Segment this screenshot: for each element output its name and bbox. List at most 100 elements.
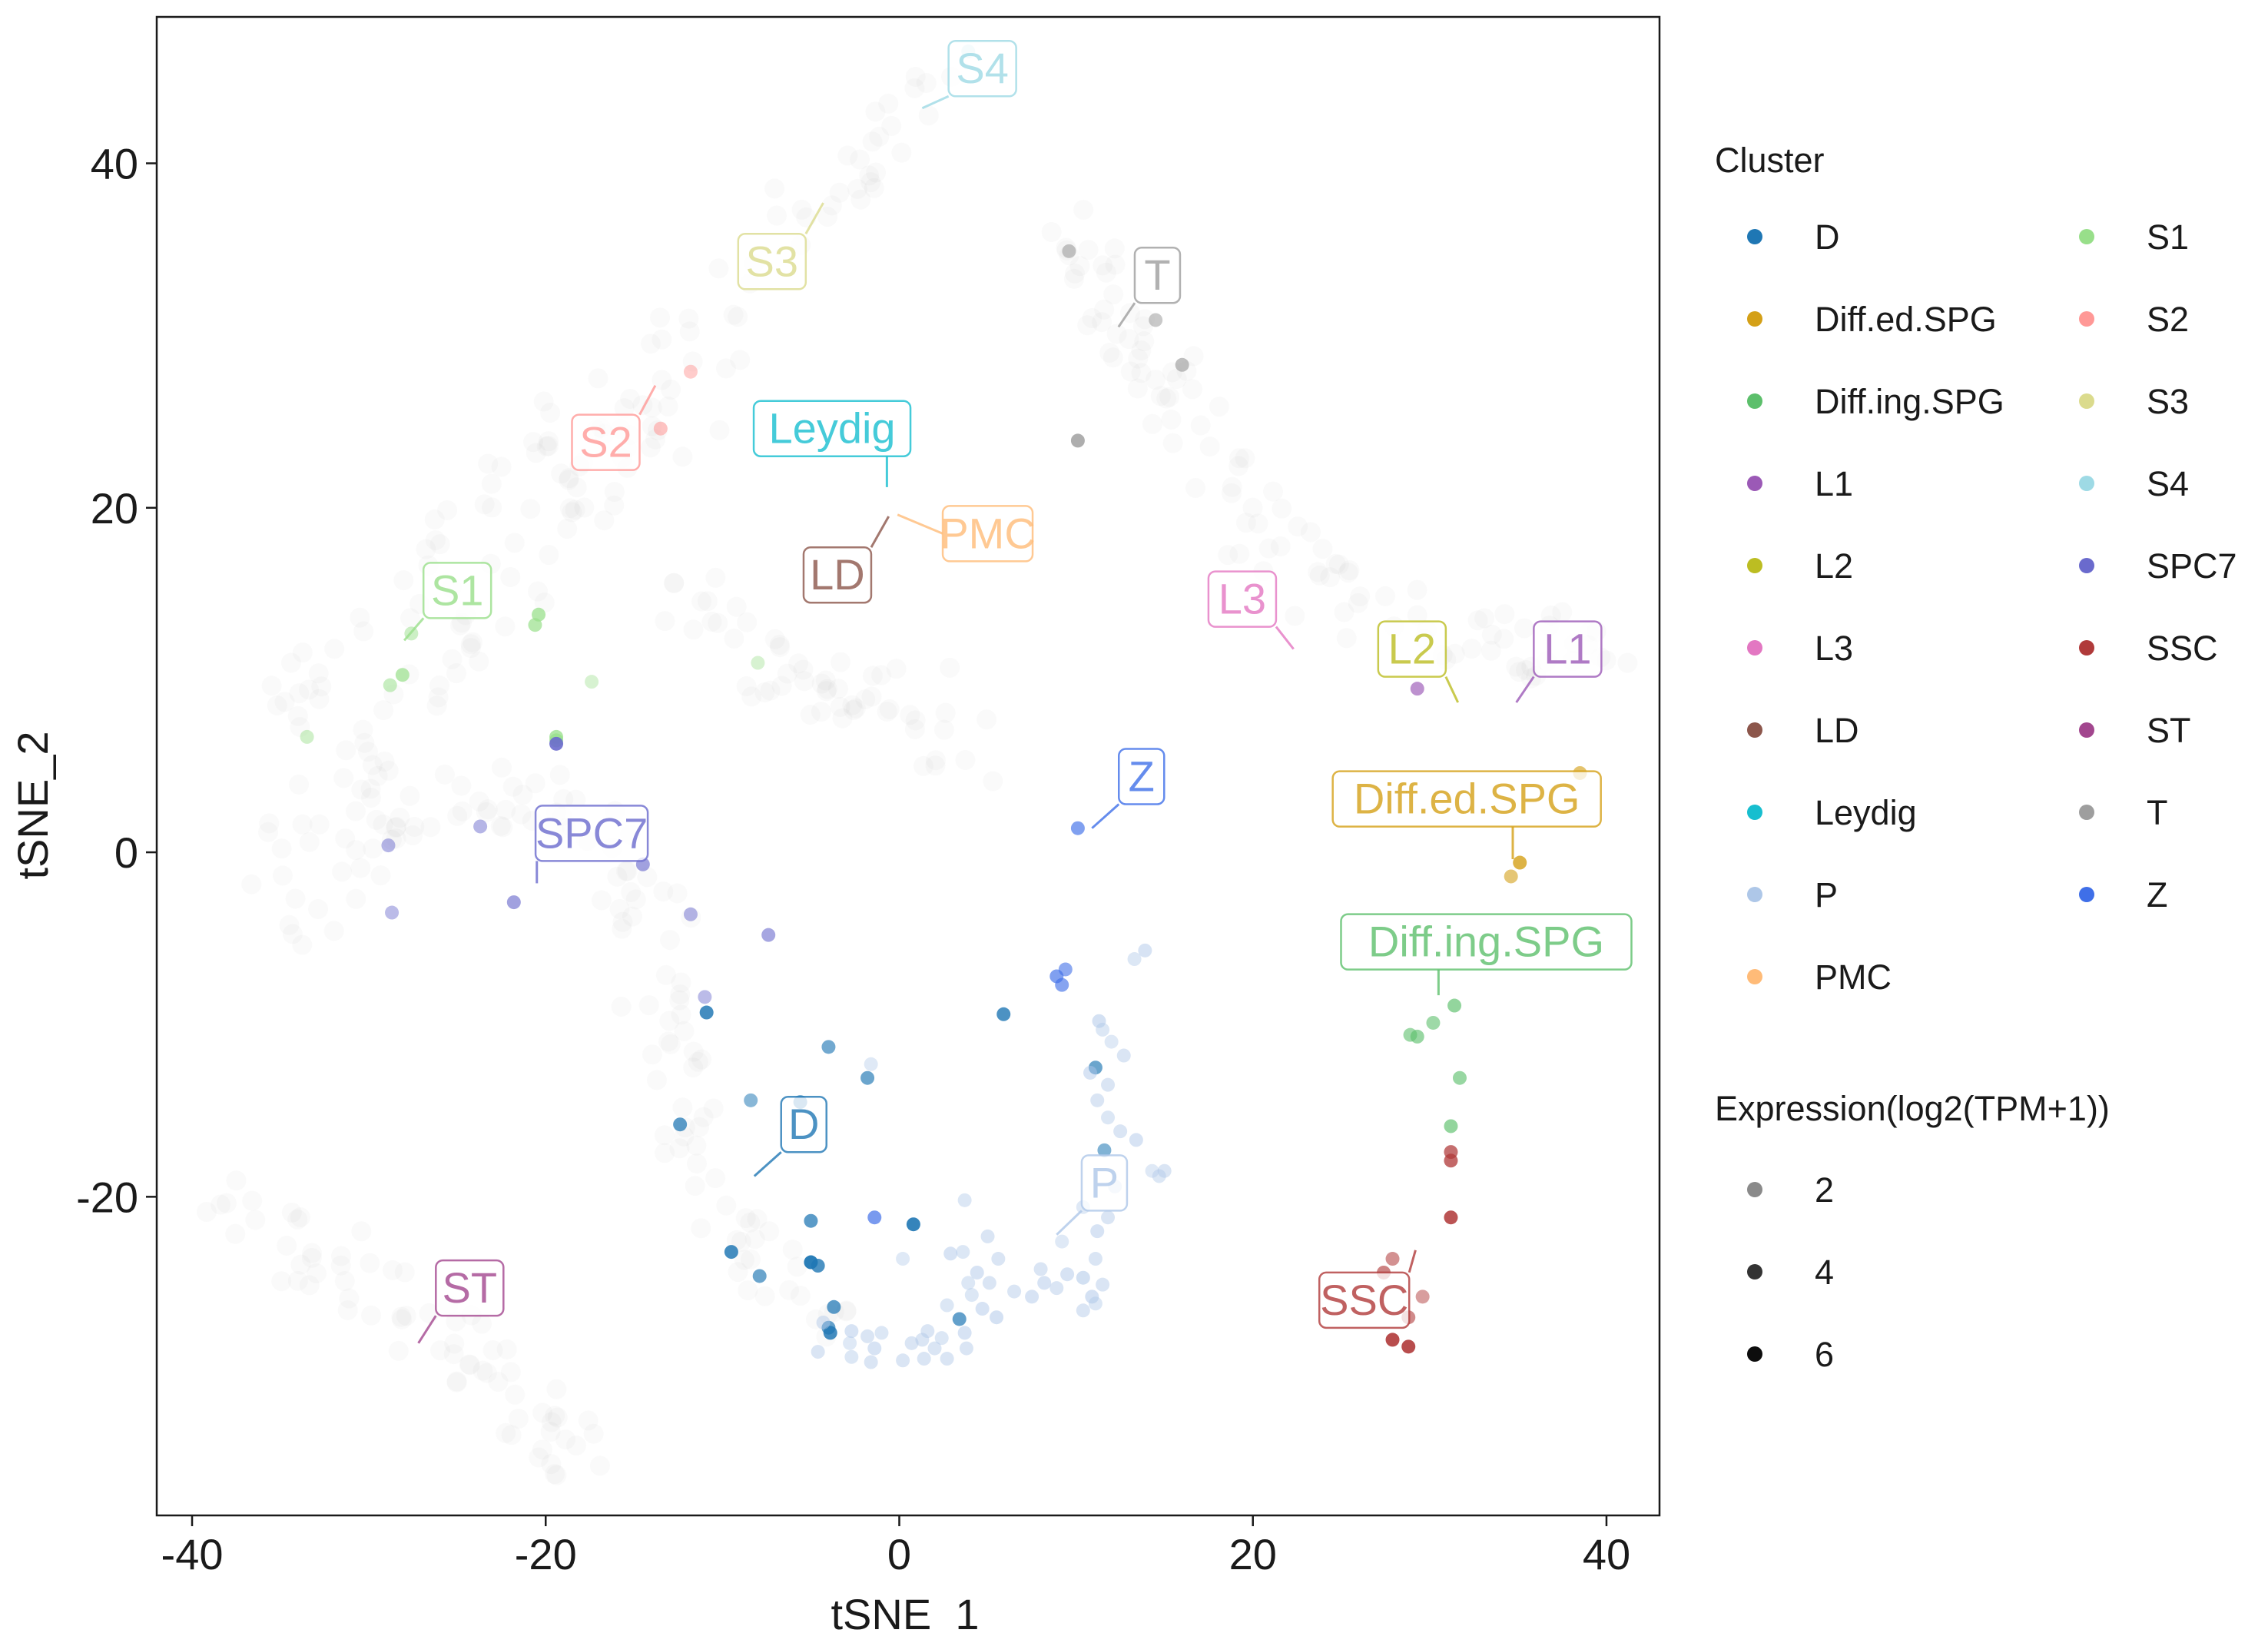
data-point — [1444, 1210, 1458, 1225]
leader-line — [1444, 675, 1460, 703]
cluster-label: D — [753, 1095, 827, 1177]
background-cell — [469, 791, 489, 812]
legend-cluster-key — [2079, 805, 2094, 820]
background-cell — [351, 779, 372, 800]
data-point — [975, 1302, 990, 1316]
legend-cluster-key — [1747, 722, 1762, 738]
data-point — [1088, 1252, 1102, 1266]
cluster-label-text: S4 — [956, 44, 1009, 92]
data-point — [804, 1213, 818, 1228]
background-cell — [449, 615, 470, 636]
background-cell — [424, 509, 445, 530]
x-tick-label: 0 — [887, 1530, 911, 1578]
background-cell — [525, 773, 545, 794]
legend-cluster-key — [1747, 229, 1762, 244]
leader-line — [1515, 675, 1535, 703]
background-cell — [446, 1372, 467, 1392]
data-point — [844, 1324, 859, 1339]
data-point — [1138, 943, 1152, 958]
data-point — [683, 364, 698, 379]
cluster-label: L3 — [1207, 570, 1295, 650]
data-point — [585, 675, 599, 689]
background-cell — [1103, 284, 1124, 305]
legend-cluster-label: L3 — [1815, 629, 1853, 668]
y-axis-ticks: 40 20 0 -20 — [76, 140, 157, 1221]
background-cell — [309, 814, 330, 835]
data-point — [915, 1333, 930, 1347]
background-cell — [386, 817, 406, 838]
background-cell — [871, 665, 892, 685]
background-cell — [805, 1309, 826, 1329]
cluster-label: P — [1056, 1154, 1129, 1236]
data-point — [920, 1324, 935, 1339]
cluster-label: Diff.ed.SPG — [1331, 770, 1602, 860]
y-tick-label: 20 — [91, 484, 138, 533]
cluster-label: Diff.ing.SPG — [1340, 913, 1633, 996]
legend-cluster-key — [1747, 640, 1762, 656]
data-point — [906, 1217, 920, 1232]
background-cell — [545, 1464, 565, 1485]
background-cell — [658, 1031, 679, 1052]
background-cell — [290, 1254, 311, 1275]
legend-cluster-key — [2079, 311, 2094, 327]
data-point — [1447, 998, 1462, 1013]
leader-line — [638, 384, 657, 416]
background-cell — [280, 652, 301, 673]
legend-expression-label: 6 — [1815, 1335, 1834, 1374]
background-cell — [287, 1270, 308, 1291]
legend-cluster-label: T — [2147, 793, 2168, 832]
background-cell — [865, 101, 886, 122]
cluster-label-text: L2 — [1388, 625, 1436, 673]
background-cell — [701, 611, 722, 632]
background-cell — [800, 705, 821, 725]
background-cell — [1094, 299, 1115, 320]
data-point — [964, 1288, 979, 1303]
background-cell — [828, 679, 849, 699]
cluster-label-box — [571, 413, 641, 471]
data-point — [473, 819, 488, 834]
cluster-label-box — [780, 1095, 827, 1153]
data-point — [1070, 433, 1085, 448]
data-point — [957, 1193, 972, 1207]
background-cell — [770, 637, 791, 658]
background-cell — [532, 1439, 552, 1460]
cluster-label: S3 — [737, 202, 824, 290]
background-cell — [523, 432, 544, 453]
background-cell — [771, 675, 792, 696]
data-point — [952, 1312, 967, 1326]
data-point — [821, 1040, 836, 1054]
background-cell — [360, 1253, 380, 1273]
data-point — [827, 1299, 841, 1314]
background-cell — [1159, 387, 1180, 407]
background-cell — [383, 1260, 403, 1280]
background-cell — [1325, 553, 1346, 574]
background-cell — [916, 73, 937, 94]
y-tick-label: 0 — [114, 828, 138, 877]
background-cell — [664, 573, 685, 593]
background-cell — [512, 785, 533, 805]
background-cell — [271, 1271, 292, 1292]
background-cell — [782, 1240, 803, 1260]
background-cell — [1096, 262, 1116, 283]
background-cell — [674, 1021, 695, 1041]
background-cell — [1131, 340, 1152, 361]
background-cell — [373, 700, 394, 721]
data-point — [961, 1276, 976, 1290]
data-point — [927, 1341, 942, 1356]
background-cell — [472, 1360, 493, 1381]
background-cell — [664, 573, 685, 593]
background-cell — [350, 858, 371, 878]
background-cell — [1514, 618, 1535, 639]
background-cell — [281, 1202, 302, 1223]
background-cell — [1339, 560, 1360, 581]
background-cell — [650, 307, 671, 328]
background-cell — [691, 1049, 712, 1070]
background-cell — [446, 663, 467, 684]
cluster-label-box — [1318, 1271, 1411, 1329]
data-point — [1070, 821, 1085, 835]
cluster-label-text: S1 — [431, 566, 484, 614]
background-cell — [615, 861, 636, 881]
background-cell — [225, 1223, 246, 1244]
background-cell — [1407, 579, 1427, 600]
x-tick-label: 40 — [1583, 1530, 1630, 1578]
